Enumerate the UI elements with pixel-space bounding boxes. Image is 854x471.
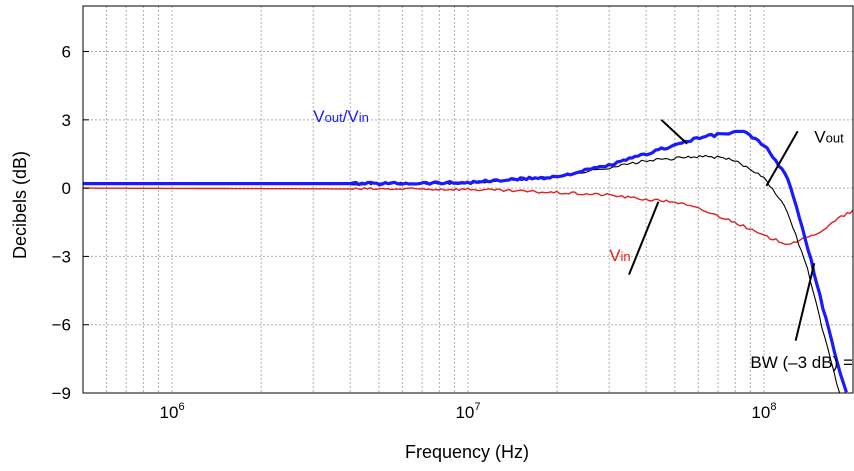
series-line-vin bbox=[83, 187, 854, 245]
bw-label-pointer bbox=[794, 263, 816, 341]
vin-label-pointer bbox=[628, 201, 660, 275]
y-axis-ticks: 6 3 0 −3 −6 −9 bbox=[52, 43, 89, 403]
y-tick-label: −6 bbox=[52, 316, 71, 335]
plot-frame bbox=[82, 5, 854, 394]
y-tick-label: 0 bbox=[62, 179, 71, 198]
y-axis-label: Decibels (dB) bbox=[10, 151, 30, 259]
y-tick-label: −9 bbox=[52, 384, 71, 403]
series-line-vout-vin bbox=[83, 129, 848, 393]
x-axis-label: Frequency (Hz) bbox=[405, 442, 529, 462]
y-tick-label: 6 bbox=[62, 43, 71, 62]
x-tick-label: 107 bbox=[455, 401, 480, 422]
x-axis-ticks: 106 107 108 bbox=[160, 401, 777, 422]
bw-label: BW (–3 dB) = 147 bbox=[750, 353, 854, 372]
y-tick-label: 3 bbox=[62, 111, 71, 130]
vin-label: Vin bbox=[609, 246, 630, 265]
x-tick-label: 106 bbox=[160, 401, 185, 422]
vout-label: Vout bbox=[814, 128, 844, 147]
vout-vin-label-pointer bbox=[660, 119, 688, 145]
annotations: Vout/Vin Vout Vin BW (–3 dB) = 147 bbox=[313, 107, 854, 372]
vout-label-pointer bbox=[765, 130, 799, 187]
series-layer bbox=[83, 129, 854, 393]
vout-vin-label: Vout/Vin bbox=[313, 107, 369, 126]
y-tick-label: −3 bbox=[52, 247, 71, 266]
x-tick-label: 108 bbox=[751, 401, 776, 422]
